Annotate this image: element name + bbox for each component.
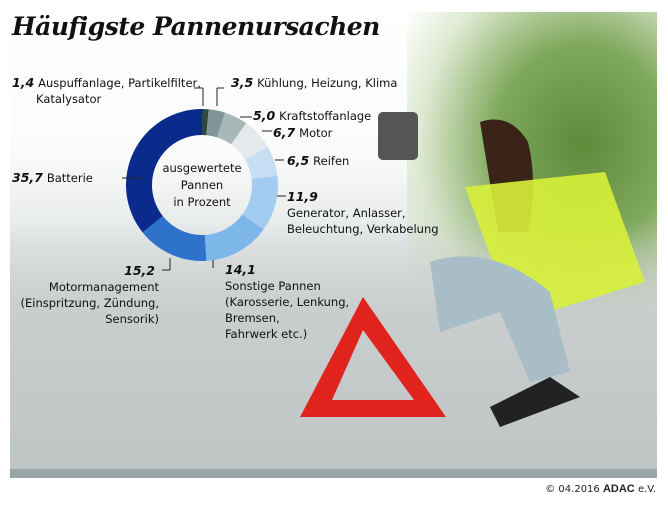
slice-text: (Einspritzung, Zündung, <box>20 296 159 310</box>
slice-text: Motormanagement <box>48 280 159 294</box>
donut-slice-5 <box>242 175 278 230</box>
slice-value: 6,5 <box>287 153 310 168</box>
slice-label-2: 5,0 Kraftstoffanlage <box>253 108 371 124</box>
donut-center-label: ausgewertete Pannen in Prozent <box>150 160 254 211</box>
slice-value: 11,9 <box>287 189 318 204</box>
bottom-strip <box>10 469 657 478</box>
slice-text: Batterie <box>46 171 93 185</box>
slice-label-4: 6,5 Reifen <box>287 153 349 169</box>
shoe <box>490 377 580 427</box>
slice-value: 3,5 <box>231 75 254 90</box>
slice-text: Bremsen, <box>225 311 280 325</box>
slice-text: Sensorik) <box>105 312 159 326</box>
donut-slice-6 <box>204 214 264 261</box>
donut-slice-4 <box>245 146 278 180</box>
donut-slice-2 <box>217 112 247 145</box>
slice-label-7: 15,2 Motormanagement (Einspritzung, Zündun… <box>14 263 159 327</box>
center-line: ausgewertete <box>162 161 242 175</box>
donut-slice-3 <box>231 123 268 160</box>
warning-triangle <box>300 297 446 417</box>
slice-text: Beleuchtung, Verkabelung <box>287 222 439 236</box>
brand-suffix: e.V. <box>637 484 656 495</box>
car <box>378 112 418 160</box>
slice-text: Motor <box>299 126 333 140</box>
copyright: © 04.2016 <box>545 484 600 495</box>
slice-text: Kühlung, Heizung, Klima <box>257 76 398 90</box>
slice-text: Auspuffanlage, Partikelfilter, <box>38 76 201 90</box>
slice-label-3: 6,7 Motor <box>273 125 332 141</box>
jeans <box>430 256 570 382</box>
page-title: Häufigste Pannenursachen <box>12 12 380 41</box>
slice-label-0: 1,4 Auspuffanlage, Partikelfilter, Katalys… <box>12 75 201 107</box>
slice-label-5: 11,9 Generator, Anlasser, Beleuchtung, Ver… <box>287 189 439 237</box>
slice-text: Kraftstoffanlage <box>279 109 372 123</box>
slice-text: Generator, Anlasser, <box>287 206 406 220</box>
slice-text: (Karosserie, Lenkung, <box>225 295 350 309</box>
slice-text: Fahrwerk etc.) <box>225 327 308 341</box>
photo-illustration <box>300 112 645 427</box>
slice-text: Sonstige Pannen <box>225 279 321 293</box>
slice-value: 14,1 <box>225 262 256 277</box>
slice-value: 15,2 <box>124 263 155 278</box>
brand-logo: ADAC <box>602 483 635 495</box>
center-line: in Prozent <box>173 195 231 209</box>
donut-slice-8 <box>125 109 202 233</box>
slice-text: Reifen <box>313 154 350 168</box>
slice-value: 5,0 <box>253 108 276 123</box>
slice-value: 1,4 <box>12 75 35 90</box>
footer: © 04.2016 ADAC e.V. <box>545 483 656 495</box>
slice-label-8: 35,7 Batterie <box>12 170 93 186</box>
background-photo <box>10 12 657 478</box>
donut-slice-7 <box>142 216 207 261</box>
slice-text: Katalysator <box>36 92 102 106</box>
slice-label-6: 14,1 Sonstige Pannen (Karosserie, Lenkung,… <box>225 262 349 342</box>
donut-slice-0 <box>202 109 209 136</box>
slice-label-1: 3,5 Kühlung, Heizung, Klima <box>231 75 397 91</box>
center-line: Pannen <box>180 178 224 192</box>
donut-slice-1 <box>206 109 226 138</box>
slice-value: 6,7 <box>273 125 296 140</box>
slice-value: 35,7 <box>12 170 43 185</box>
